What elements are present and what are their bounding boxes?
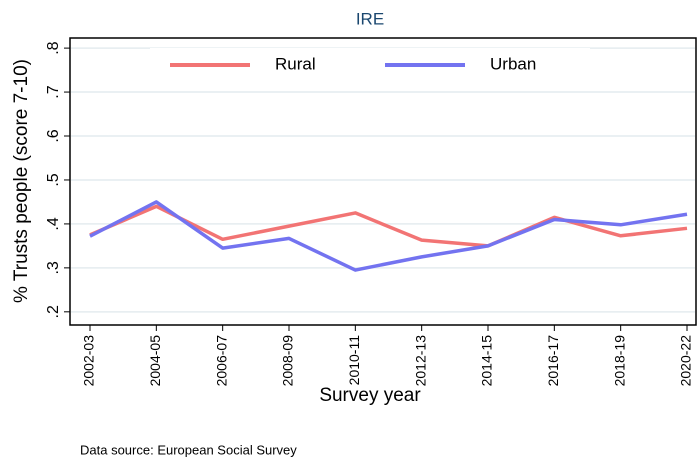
- y-tick-label: .3: [45, 261, 62, 274]
- y-tick-label: .8: [45, 41, 62, 54]
- x-tick-label: 2010-11: [346, 335, 362, 386]
- x-tick-label: 2018-19: [611, 335, 627, 387]
- x-tick-label: 2006-07: [213, 335, 229, 387]
- x-tick-label: 2012-13: [412, 335, 428, 387]
- y-tick-label: .4: [45, 217, 62, 230]
- x-tick-label: 2004-05: [147, 335, 163, 387]
- legend-label: Urban: [490, 54, 536, 73]
- y-tick-label: .7: [45, 85, 62, 98]
- x-tick-label: 2008-09: [280, 335, 296, 387]
- x-axis-label: Survey year: [319, 385, 421, 406]
- plot-frame: [69, 37, 697, 326]
- x-tick-label: 2016-17: [545, 335, 561, 387]
- y-axis-label: % Trusts people (score 7-10): [11, 59, 32, 303]
- legend-label: Rural: [275, 54, 316, 73]
- chart-title: IRE: [356, 9, 384, 28]
- series-line: [89, 200, 688, 272]
- x-tick-label: 2002-03: [81, 335, 97, 387]
- x-tick-label: 2020-22: [678, 335, 694, 387]
- x-tick-label: 2014-15: [479, 335, 495, 387]
- note: Data source: European Social Survey: [80, 442, 297, 457]
- y-tick-label: .5: [45, 173, 62, 186]
- y-tick-label: .6: [45, 129, 62, 142]
- series-line: [89, 204, 688, 248]
- y-tick-label: .2: [45, 305, 62, 318]
